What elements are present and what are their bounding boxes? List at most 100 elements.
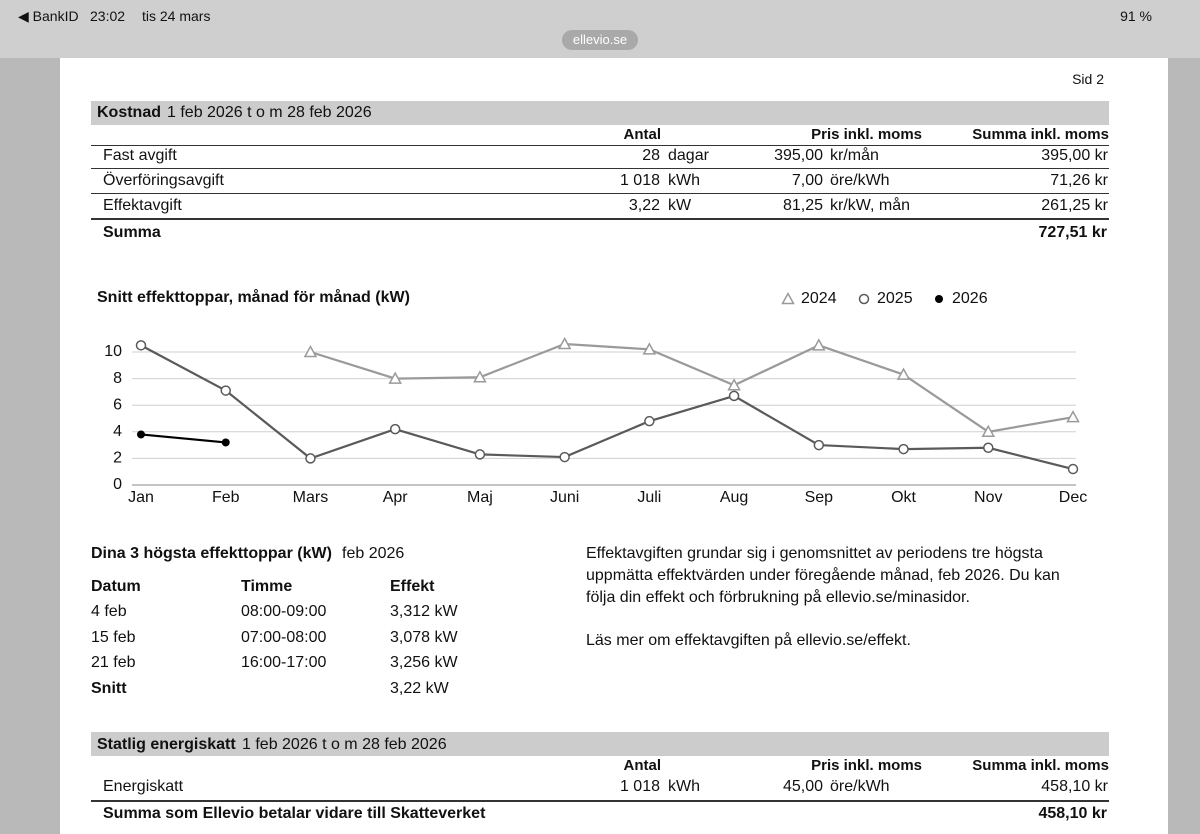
data-point <box>898 443 909 455</box>
x-tick-label: Nov <box>974 489 1002 506</box>
status-time: 23:02 <box>90 8 126 24</box>
row-price: 81,25 <box>782 197 823 214</box>
row-name: Överföringsavgift <box>103 172 224 189</box>
section-header-bg <box>91 732 1109 756</box>
peak-cell: 3,256 kW <box>390 654 458 671</box>
peak-cell: 15 feb <box>91 628 136 646</box>
row-unit: kWh <box>668 172 700 189</box>
data-point <box>474 449 486 460</box>
x-tick-label: Jan <box>128 489 154 506</box>
data-point <box>303 344 318 358</box>
row-quantity: 28 <box>642 147 660 164</box>
row-unit: kWh <box>668 778 700 795</box>
page-label: Sid 2 <box>1072 71 1104 87</box>
row-price-unit: öre/kWh <box>830 172 890 189</box>
data-point <box>983 442 994 454</box>
series-line <box>140 433 226 444</box>
row-sum: 71,26 kr <box>1050 172 1108 189</box>
data-point <box>728 390 740 402</box>
data-point <box>813 439 825 451</box>
total-label: Summa som Ellevio betalar vidare till Sk… <box>103 805 486 822</box>
x-tick-label: Apr <box>383 489 409 506</box>
column-header: Timme <box>241 578 293 595</box>
column-header: Antal <box>623 757 662 774</box>
data-point <box>981 424 996 438</box>
row-price-unit: öre/kWh <box>830 778 890 795</box>
row-quantity: 1 018 <box>619 778 660 795</box>
peak-cell: 4 feb <box>91 603 127 620</box>
rule <box>91 145 1109 146</box>
x-tick-label: Juli <box>637 489 661 506</box>
x-tick-label: Sep <box>805 489 834 506</box>
info-more: Läs mer om effektavgiften på ellevio.se/… <box>586 632 911 649</box>
peaks-period: feb 2026 <box>342 545 405 562</box>
data-point <box>473 370 487 383</box>
section-period: 1 feb 2026 t o m 28 feb 2026 <box>242 736 447 753</box>
x-tick-label: Aug <box>720 489 748 506</box>
legend-label: 2025 <box>877 290 913 307</box>
legend-marker <box>781 291 795 305</box>
row-name: Effektavgift <box>103 197 182 214</box>
row-price: 45,00 <box>782 778 823 795</box>
total-sum: 727,51 kr <box>1038 224 1107 241</box>
legend-label: 2026 <box>952 290 988 307</box>
row-sum: 458,10 kr <box>1041 778 1108 795</box>
url-pill: ellevio.se <box>562 30 638 50</box>
data-point <box>388 371 402 384</box>
rule <box>91 168 1109 169</box>
average-value: 3,22 kW <box>390 680 449 697</box>
peaks-title: Dina 3 högsta effekttoppar (kW) <box>91 545 332 562</box>
y-tick-label: 0 <box>113 476 122 493</box>
peak-cell: 07:00-08:00 <box>241 628 327 646</box>
row-quantity: 3,22 <box>628 197 660 214</box>
x-tick-label: Okt <box>891 489 916 506</box>
section-period: 1 feb 2026 t o m 28 feb 2026 <box>167 104 372 121</box>
data-point <box>896 367 911 380</box>
column-header: Antal <box>623 126 662 143</box>
row-price: 395,00 <box>774 147 823 164</box>
y-tick-label: 8 <box>113 370 122 387</box>
row-price-unit: kr/kW, mån <box>830 197 911 214</box>
status-back: ◀ BankID <box>18 8 79 24</box>
column-header: Pris inkl. moms <box>811 126 922 143</box>
data-point <box>305 453 316 464</box>
peak-cell: 21 feb <box>91 654 136 671</box>
data-point <box>1067 463 1079 475</box>
row-sum: 395,00 kr <box>1041 147 1108 164</box>
section-title: Statlig energiskatt <box>97 736 236 753</box>
series-line <box>140 344 1074 471</box>
data-point <box>559 451 570 463</box>
legend-label: 2024 <box>801 290 837 307</box>
info-text: uppmätta effektvärden under föregående m… <box>586 567 1060 584</box>
average-label: Snitt <box>91 680 127 697</box>
row-price-unit: kr/mån <box>830 147 879 164</box>
y-tick-label: 6 <box>113 396 122 413</box>
row-name: Energiskatt <box>103 778 184 795</box>
data-point <box>557 336 572 350</box>
series-line <box>310 342 1074 433</box>
data-point <box>389 423 401 435</box>
x-tick-label: Feb <box>212 489 240 506</box>
row-name: Fast avgift <box>103 147 177 164</box>
info-text: Effektavgiften grundar sig i genomsnitte… <box>586 545 1043 562</box>
row-unit: kW <box>668 197 692 214</box>
legend-marker <box>935 295 943 303</box>
row-quantity: 1 018 <box>619 172 660 189</box>
row-unit: dagar <box>668 147 709 164</box>
data-point <box>221 438 230 447</box>
chart-title: Snitt effekttoppar, månad för månad (kW) <box>97 288 410 306</box>
legend-marker <box>858 293 870 305</box>
x-tick-label: Mars <box>293 489 329 506</box>
total-sum: 458,10 kr <box>1038 805 1107 822</box>
peak-cell: 3,312 kW <box>390 603 458 620</box>
status-battery: 91 % <box>1120 8 1152 24</box>
data-point <box>727 378 741 391</box>
column-header: Effekt <box>390 578 435 595</box>
column-header: Summa inkl. moms <box>972 126 1109 143</box>
data-point <box>812 338 826 351</box>
row-sum: 261,25 kr <box>1041 197 1108 214</box>
y-tick-label: 2 <box>113 450 122 467</box>
peak-cell: 08:00-09:00 <box>241 603 327 620</box>
data-point <box>644 415 655 427</box>
